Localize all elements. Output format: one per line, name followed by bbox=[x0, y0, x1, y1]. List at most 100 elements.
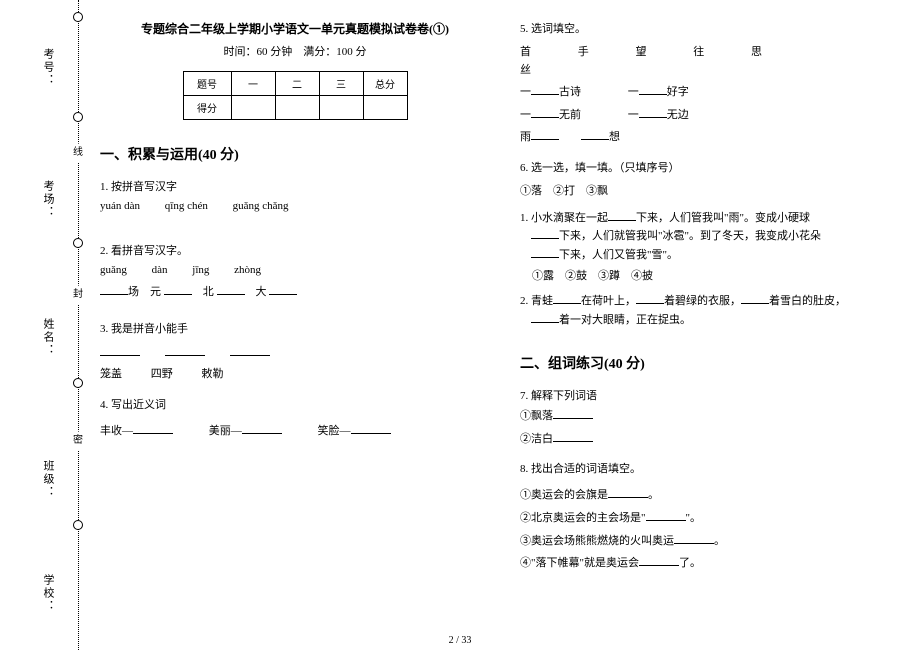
text: 了。 bbox=[679, 557, 701, 569]
binding-diamond-icon bbox=[68, 285, 88, 305]
blank bbox=[531, 83, 559, 95]
text: 。 bbox=[648, 489, 659, 501]
q4-item: 丰收— bbox=[100, 425, 133, 437]
q4-item: 笑脸— bbox=[318, 425, 351, 437]
blank bbox=[165, 344, 205, 356]
q8-item4: ④"落下帷幕"就是奥运会 了。 bbox=[520, 554, 910, 573]
q4-item: 美丽— bbox=[209, 425, 242, 437]
text: 场 元 bbox=[128, 286, 161, 298]
binding-circle-icon bbox=[73, 520, 83, 530]
table-row: 得分 bbox=[183, 96, 407, 120]
q7-title: 7. 解释下列词语 bbox=[520, 387, 910, 403]
text: 无边 bbox=[667, 109, 689, 121]
blank bbox=[608, 209, 636, 221]
text: "。 bbox=[686, 512, 702, 524]
text: 古诗 bbox=[559, 86, 581, 98]
q8-item1: ①奥运会的会旗是 。 bbox=[520, 486, 910, 505]
blank bbox=[674, 532, 714, 544]
q3-words: 笼盖 四野 敕勒 bbox=[100, 366, 490, 384]
text: ④"落下帷幕"就是奥运会 bbox=[520, 557, 639, 569]
blank bbox=[100, 283, 128, 295]
blank bbox=[351, 422, 391, 434]
q7-item1: ①飘落 bbox=[520, 407, 910, 426]
q8-title: 8. 找出合适的词语填空。 bbox=[520, 460, 910, 476]
text: 着碧绿的衣服， bbox=[664, 295, 741, 307]
blank bbox=[741, 292, 769, 304]
score-cell bbox=[319, 96, 363, 120]
text: 手 bbox=[578, 46, 589, 58]
text: 想 bbox=[609, 131, 620, 143]
blank bbox=[608, 486, 648, 498]
text: ③奥运会场熊熊燃烧的火叫奥运 bbox=[520, 535, 674, 547]
text: 下来，人们又管我"雪"。 bbox=[559, 249, 678, 261]
score-cell bbox=[231, 96, 275, 120]
binding-margin: 考号： 考场： 姓名： 班级： 学校： bbox=[8, 0, 90, 650]
blank bbox=[636, 292, 664, 304]
q1-pinyin: yuán dàn qīng chén guǎng chǎng bbox=[100, 198, 490, 216]
q6-p1: 1. 小水滴聚在一起下来，人们管我叫"雨"。变成小硬球 下来，人们就管我叫"冰雹… bbox=[520, 209, 910, 265]
blank bbox=[646, 509, 686, 521]
score-col: 总分 bbox=[363, 72, 407, 96]
blank bbox=[531, 106, 559, 118]
text: 思 bbox=[751, 46, 762, 58]
word: 笼盖 bbox=[100, 368, 122, 380]
binding-diamond-icon bbox=[68, 143, 88, 163]
q2-title: 2. 看拼音写汉字。 bbox=[100, 242, 490, 258]
blank bbox=[230, 344, 270, 356]
word: 四野 bbox=[151, 368, 173, 380]
text: 下来，人们就管我叫"冰雹"。到了冬天，我变成小花朵 bbox=[559, 230, 821, 242]
blank bbox=[531, 311, 559, 323]
pinyin-item: guǎng chǎng bbox=[233, 198, 289, 216]
text: 望 bbox=[636, 46, 647, 58]
text: 1. 小水滴聚在一起 bbox=[520, 212, 608, 224]
score-table: 题号 一 二 三 总分 得分 bbox=[183, 71, 408, 120]
pinyin-item: jīng bbox=[192, 262, 209, 280]
blank bbox=[553, 407, 593, 419]
blank bbox=[269, 283, 297, 295]
q5-row2: 一无前 一无边 bbox=[520, 106, 910, 125]
pinyin-item: zhòng bbox=[234, 262, 261, 280]
q6-p2: 2. 青蛙在荷叶上，着碧绿的衣服，着雪白的肚皮， 着一对大眼睛，正在捉虫。 bbox=[520, 292, 910, 329]
text: ①奥运会的会旗是 bbox=[520, 489, 608, 501]
text: ②洁白 bbox=[520, 433, 553, 445]
text: 丝 bbox=[520, 64, 531, 76]
binding-diamond-icon bbox=[68, 431, 88, 451]
text: 2. 青蛙 bbox=[520, 295, 553, 307]
q4-items: 丰收— 美丽— 笑脸— bbox=[100, 422, 490, 441]
score-col: 一 bbox=[231, 72, 275, 96]
blank bbox=[553, 292, 581, 304]
q8-item2: ②北京奥运会的主会场是" "。 bbox=[520, 509, 910, 528]
score-col: 三 bbox=[319, 72, 363, 96]
text: 。 bbox=[714, 535, 725, 547]
text: 一 bbox=[628, 86, 639, 98]
text: 好字 bbox=[667, 86, 689, 98]
score-head: 题号 bbox=[183, 72, 231, 96]
text: 首 bbox=[520, 46, 531, 58]
binding-circle-icon bbox=[73, 378, 83, 388]
blank bbox=[531, 128, 559, 140]
left-column: 专题综合二年级上学期小学语文一单元真题模拟试卷卷(①) 时间：60 分钟 满分：… bbox=[100, 6, 490, 577]
q8-item3: ③奥运会场熊熊燃烧的火叫奥运 。 bbox=[520, 532, 910, 551]
blank bbox=[531, 227, 559, 239]
pinyin-item: qīng chén bbox=[165, 198, 208, 216]
q2-pinyin: guǎng dàn jīng zhòng bbox=[100, 262, 490, 280]
q5-row3: 雨 想 bbox=[520, 128, 910, 147]
q6-opts2: ①露 ②鼓 ③蹲 ④披 bbox=[532, 268, 910, 286]
q5-heads: 首 手 望 往 思 丝 bbox=[520, 44, 910, 79]
text: ②北京奥运会的主会场是" bbox=[520, 512, 646, 524]
blank bbox=[553, 430, 593, 442]
right-column: 5. 选词填空。 首 手 望 往 思 丝 一古诗 一好字 一无前 一无边 雨 想… bbox=[520, 6, 910, 577]
q5-title: 5. 选词填空。 bbox=[520, 20, 910, 36]
pinyin-item: dàn bbox=[152, 262, 168, 280]
blank bbox=[133, 422, 173, 434]
binding-label-school: 学校： bbox=[40, 574, 56, 613]
score-cell bbox=[275, 96, 319, 120]
pinyin-item: yuán dàn bbox=[100, 198, 140, 216]
text: ①飘落 bbox=[520, 410, 553, 422]
blank bbox=[242, 422, 282, 434]
text: 一 bbox=[520, 109, 531, 121]
blank bbox=[531, 246, 559, 258]
q5-row1: 一古诗 一好字 bbox=[520, 83, 910, 102]
q7-item2: ②洁白 bbox=[520, 430, 910, 449]
q2-row2: 场 元 北 大 bbox=[100, 283, 490, 302]
